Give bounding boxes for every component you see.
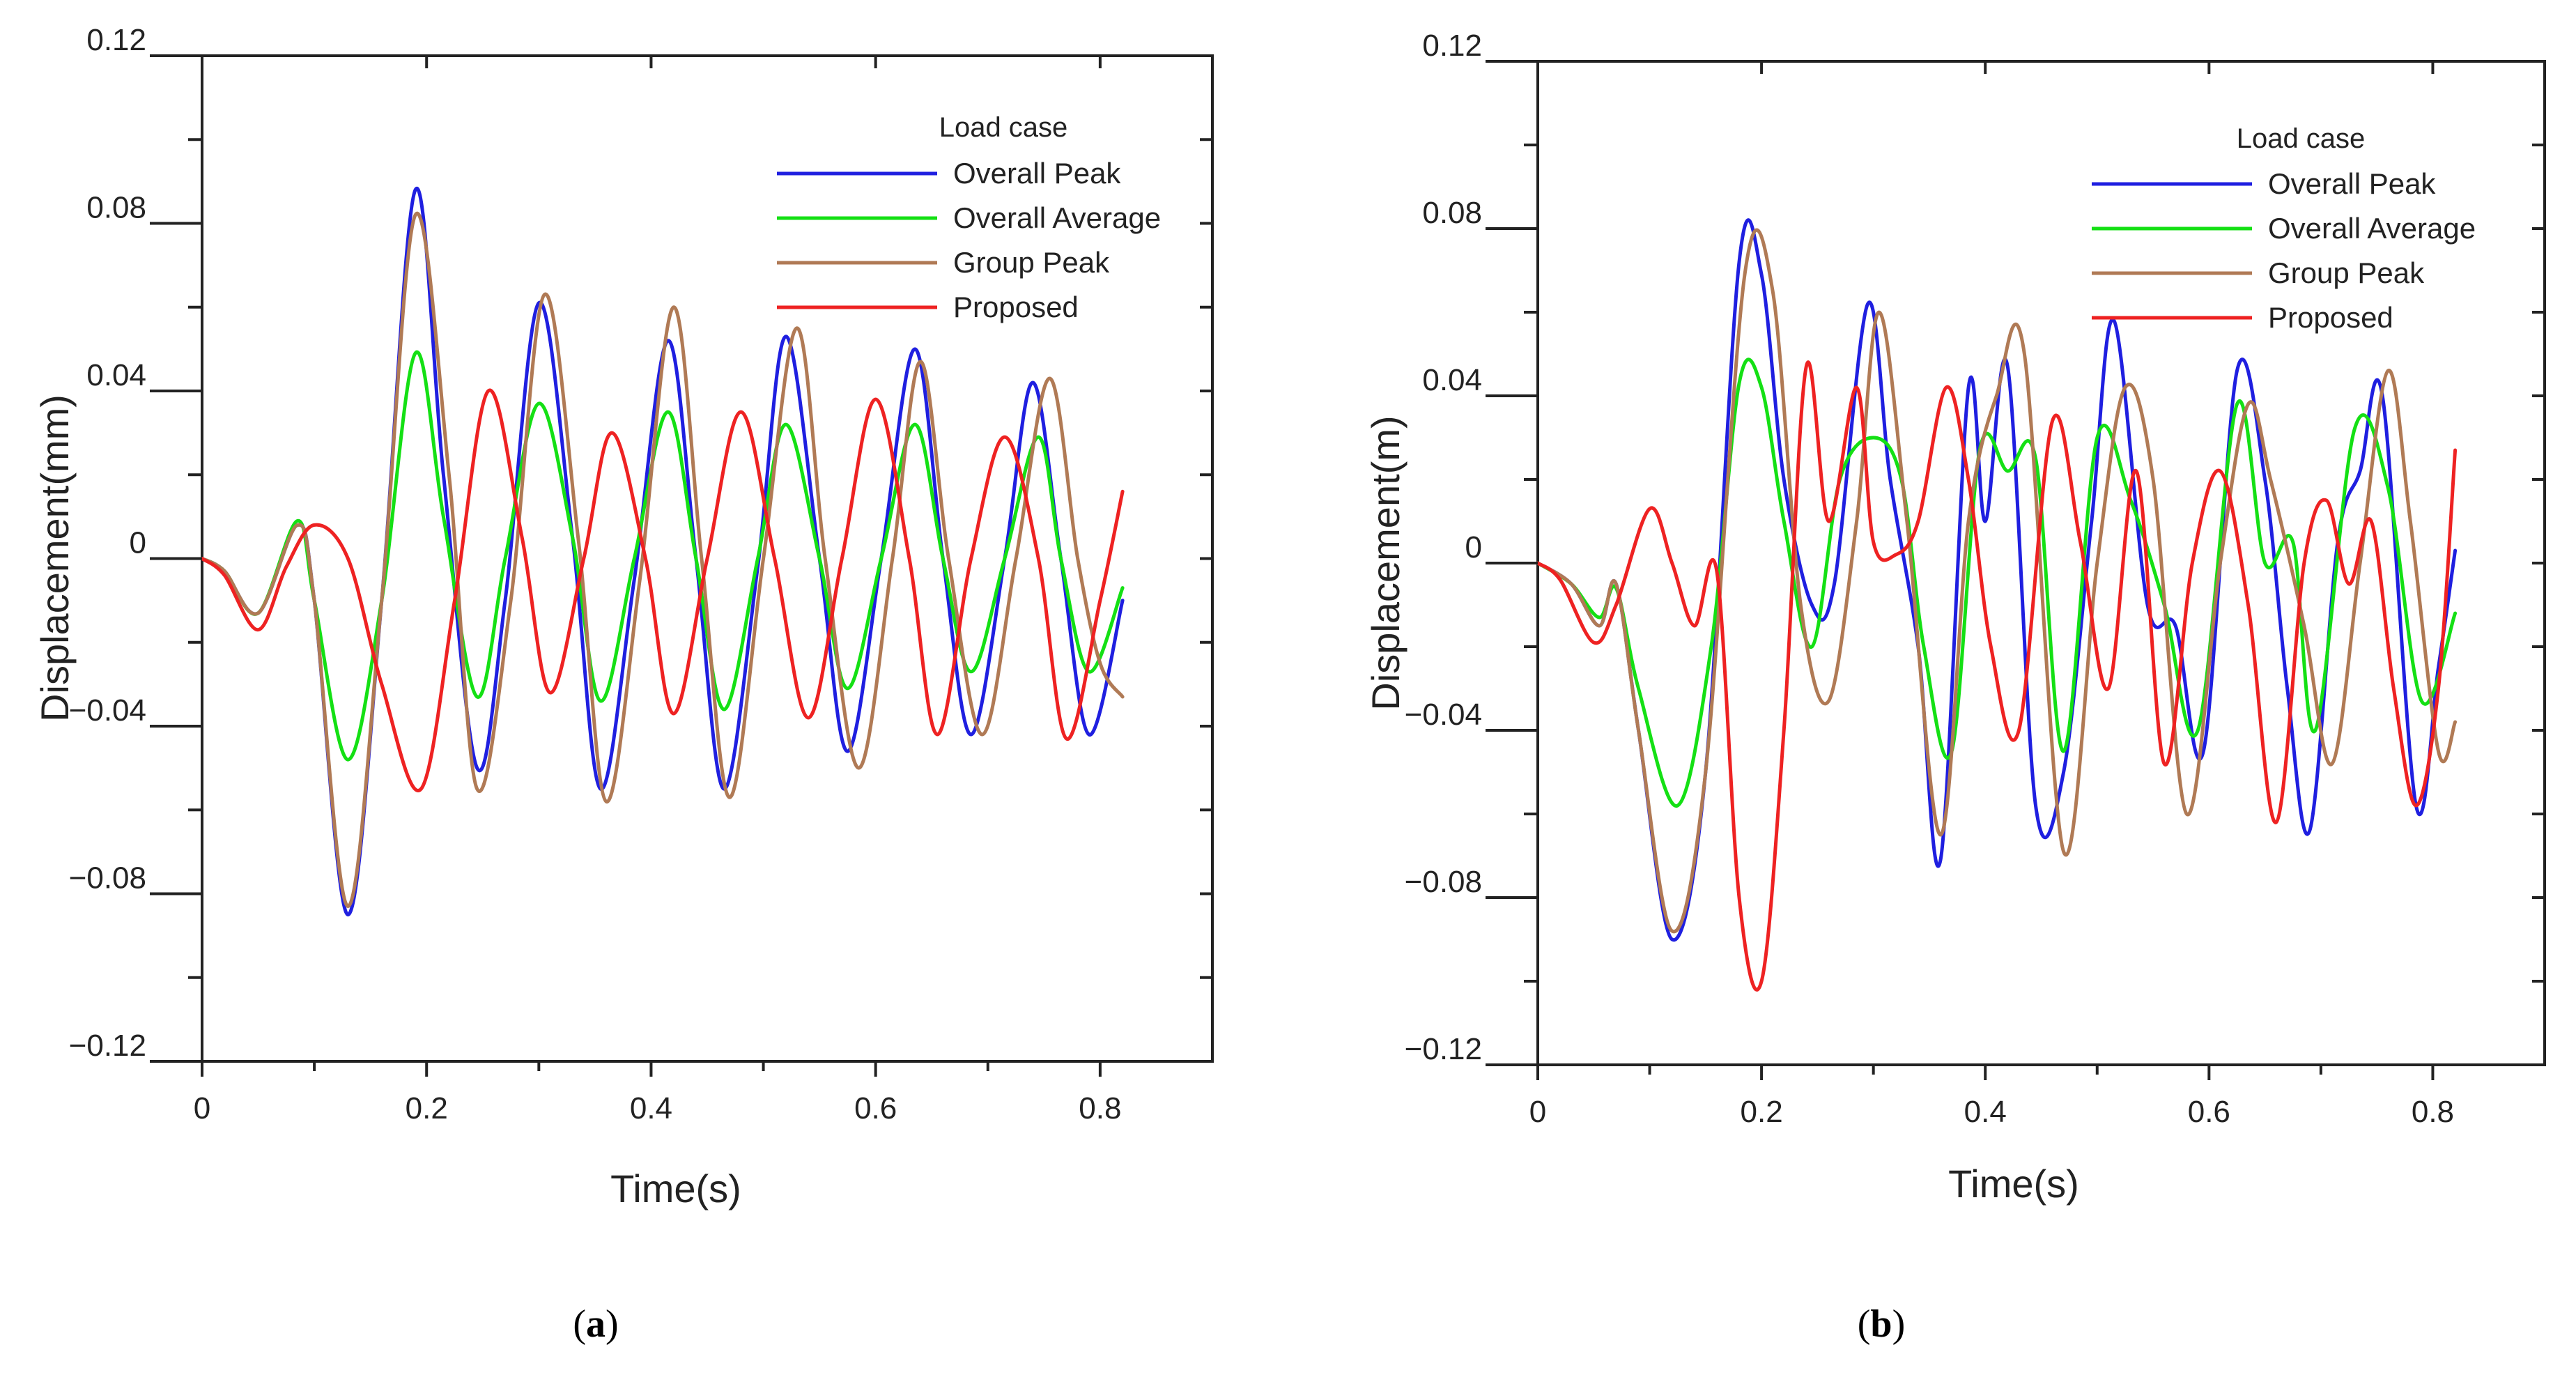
legend-title: Load case [2237,123,2366,154]
legend-title: Load case [939,112,1068,143]
legend-label-overall-average: Overall Average [953,201,1161,234]
legend: Load case Overall Peak Overall Average Gro… [2092,123,2476,334]
x-tick-label: 0.2 [406,1091,448,1125]
y-ticks: 0.12 0.08 0.04 0 −0.04 −0.08 −0.12 [1405,29,2545,1066]
series-line-group-peak [1536,228,2458,934]
x-axis-label: Time(s) [1948,1162,2079,1206]
x-tick-label: 0 [194,1091,210,1125]
y-tick-label: 0.12 [1422,29,1482,63]
legend-label-group-peak: Group Peak [2268,256,2425,289]
x-tick-label: 0.6 [2188,1095,2230,1129]
y-tick-label: 0.08 [1422,196,1482,230]
series-line-overall-peak [1536,218,2458,942]
x-ticks: 0 0.2 0.4 0.6 0.8 [1529,61,2454,1129]
x-axis-label: Time(s) [610,1167,741,1210]
panel-caption: (a) [573,1302,618,1346]
x-tick-label: 0.8 [1079,1091,1121,1125]
y-tick-label: −0.04 [1405,698,1482,732]
y-tick-label: −0.04 [69,693,146,728]
y-tick-label: 0.08 [86,191,146,225]
y-ticks: 0.12 0.08 0.04 0 −0.04 −0.08 −0.12 [69,23,1212,1063]
series-line-proposed [200,388,1125,792]
series-line-overall-average [200,350,1125,762]
y-tick-label: 0.04 [1422,363,1482,397]
y-axis-label: Displacement(m) [1364,415,1407,710]
y-tick-label: −0.08 [1405,865,1482,899]
x-tick-label: 0.8 [2412,1095,2454,1129]
chart-panel-b: 0.120.080.040−0.04−0.08−0.12 0 0.2 0.4 0.6 0… [1364,29,2546,1346]
legend-label-overall-average: Overall Average [2268,212,2476,245]
y-tick-label: −0.12 [1405,1032,1482,1066]
legend-label-proposed: Proposed [953,291,1079,323]
x-ticks: 0 0.2 0.4 0.6 0.8 [194,56,1121,1125]
x-tick-label: 0.6 [854,1091,897,1125]
y-tick-label: −0.12 [69,1029,146,1063]
x-tick-label: 0 [1529,1095,1546,1129]
y-axis-label: Displacement(mm) [33,394,77,722]
legend-label-overall-peak: Overall Peak [2268,167,2436,200]
series-layer [200,186,1125,917]
x-tick-label: 0.2 [1741,1095,1783,1129]
x-tick-label: 0.4 [630,1091,672,1125]
panel-caption: (b) [1858,1302,1905,1346]
y-tick-label: −0.08 [69,861,146,895]
x-tick-label: 0.4 [1964,1095,2007,1129]
y-tick-label: 0 [130,526,146,560]
y-tick-label: 0.04 [86,358,146,392]
legend: Load case Overall Peak Overall Average Gro… [777,112,1161,323]
legend-label-proposed: Proposed [2268,301,2393,334]
legend-label-group-peak: Group Peak [953,246,1110,279]
y-tick-label: 0 [1465,530,1482,564]
legend-label-overall-peak: Overall Peak [953,157,1121,190]
y-tick-label: 0.12 [86,23,146,57]
series-line-group-peak [200,211,1125,908]
chart-panel-a: 0.120.080.040−0.04−0.08−0.12 0 0.2 0.4 0.6 0… [33,23,1214,1346]
series-line-proposed [1536,360,2458,992]
series-layer [1536,218,2458,992]
